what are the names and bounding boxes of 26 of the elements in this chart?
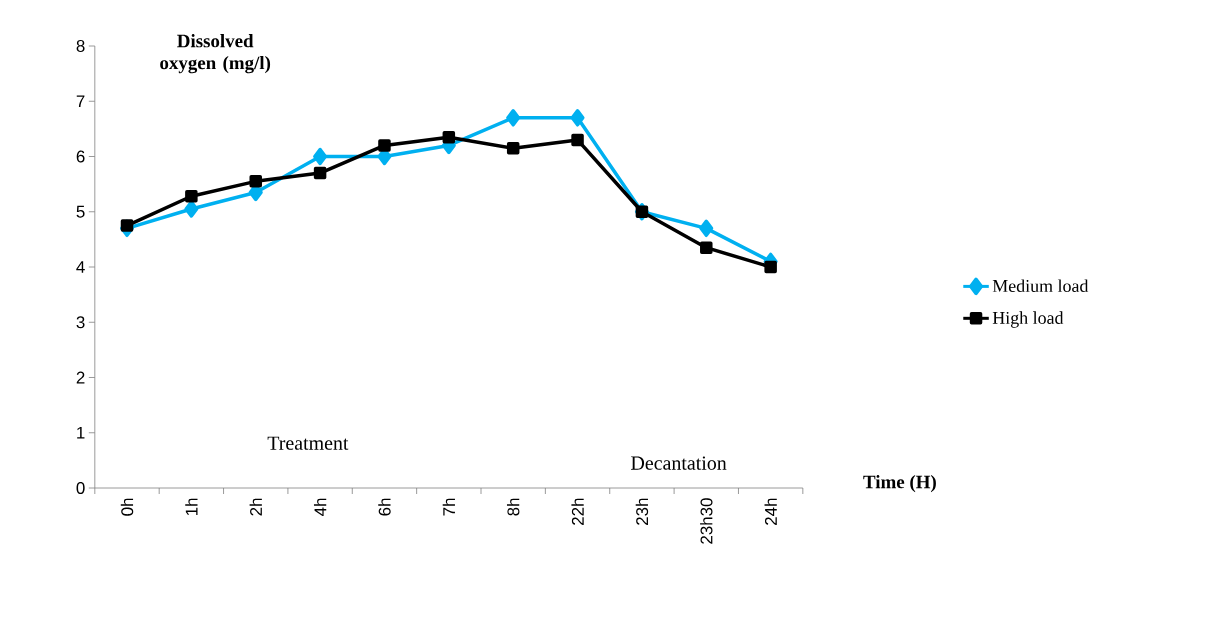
- x-tick-label: 2h: [249, 498, 262, 516]
- annotation: Treatment: [267, 436, 349, 450]
- y-tick-label: 8: [76, 40, 85, 52]
- y-tick-label: 7: [76, 95, 85, 108]
- x-tick-label: 6h: [378, 498, 391, 516]
- y-tick-label: 6: [76, 150, 85, 163]
- x-tick-label: 22h: [571, 498, 584, 525]
- y-tick-label: 2: [76, 371, 85, 384]
- x-tick-label: 1h: [185, 498, 198, 516]
- y-axis-title: Dissolved oxygen (mg/l): [160, 34, 271, 74]
- annotation: Decantation: [631, 456, 727, 470]
- x-axis-title: Time (H): [863, 475, 936, 493]
- x-tick-label: 23h30: [700, 498, 713, 544]
- y-tick-label: 4: [76, 261, 85, 273]
- x-tick-label: 0h: [120, 498, 134, 516]
- y-tick-label: 3: [76, 316, 85, 329]
- x-tick-label: 24h: [764, 498, 777, 525]
- legend-label: Medium load: [992, 279, 1089, 293]
- y-tick-label: 1: [77, 426, 85, 439]
- x-tick-label: 23h: [635, 498, 649, 525]
- x-tick-label: 8h: [506, 498, 520, 516]
- x-tick-label: 4h: [313, 498, 327, 516]
- legend-label: High load: [992, 311, 1064, 328]
- y-tick-label: 5: [76, 205, 85, 218]
- x-tick-label: 7h: [442, 498, 455, 516]
- y-tick-label: 0: [76, 482, 85, 494]
